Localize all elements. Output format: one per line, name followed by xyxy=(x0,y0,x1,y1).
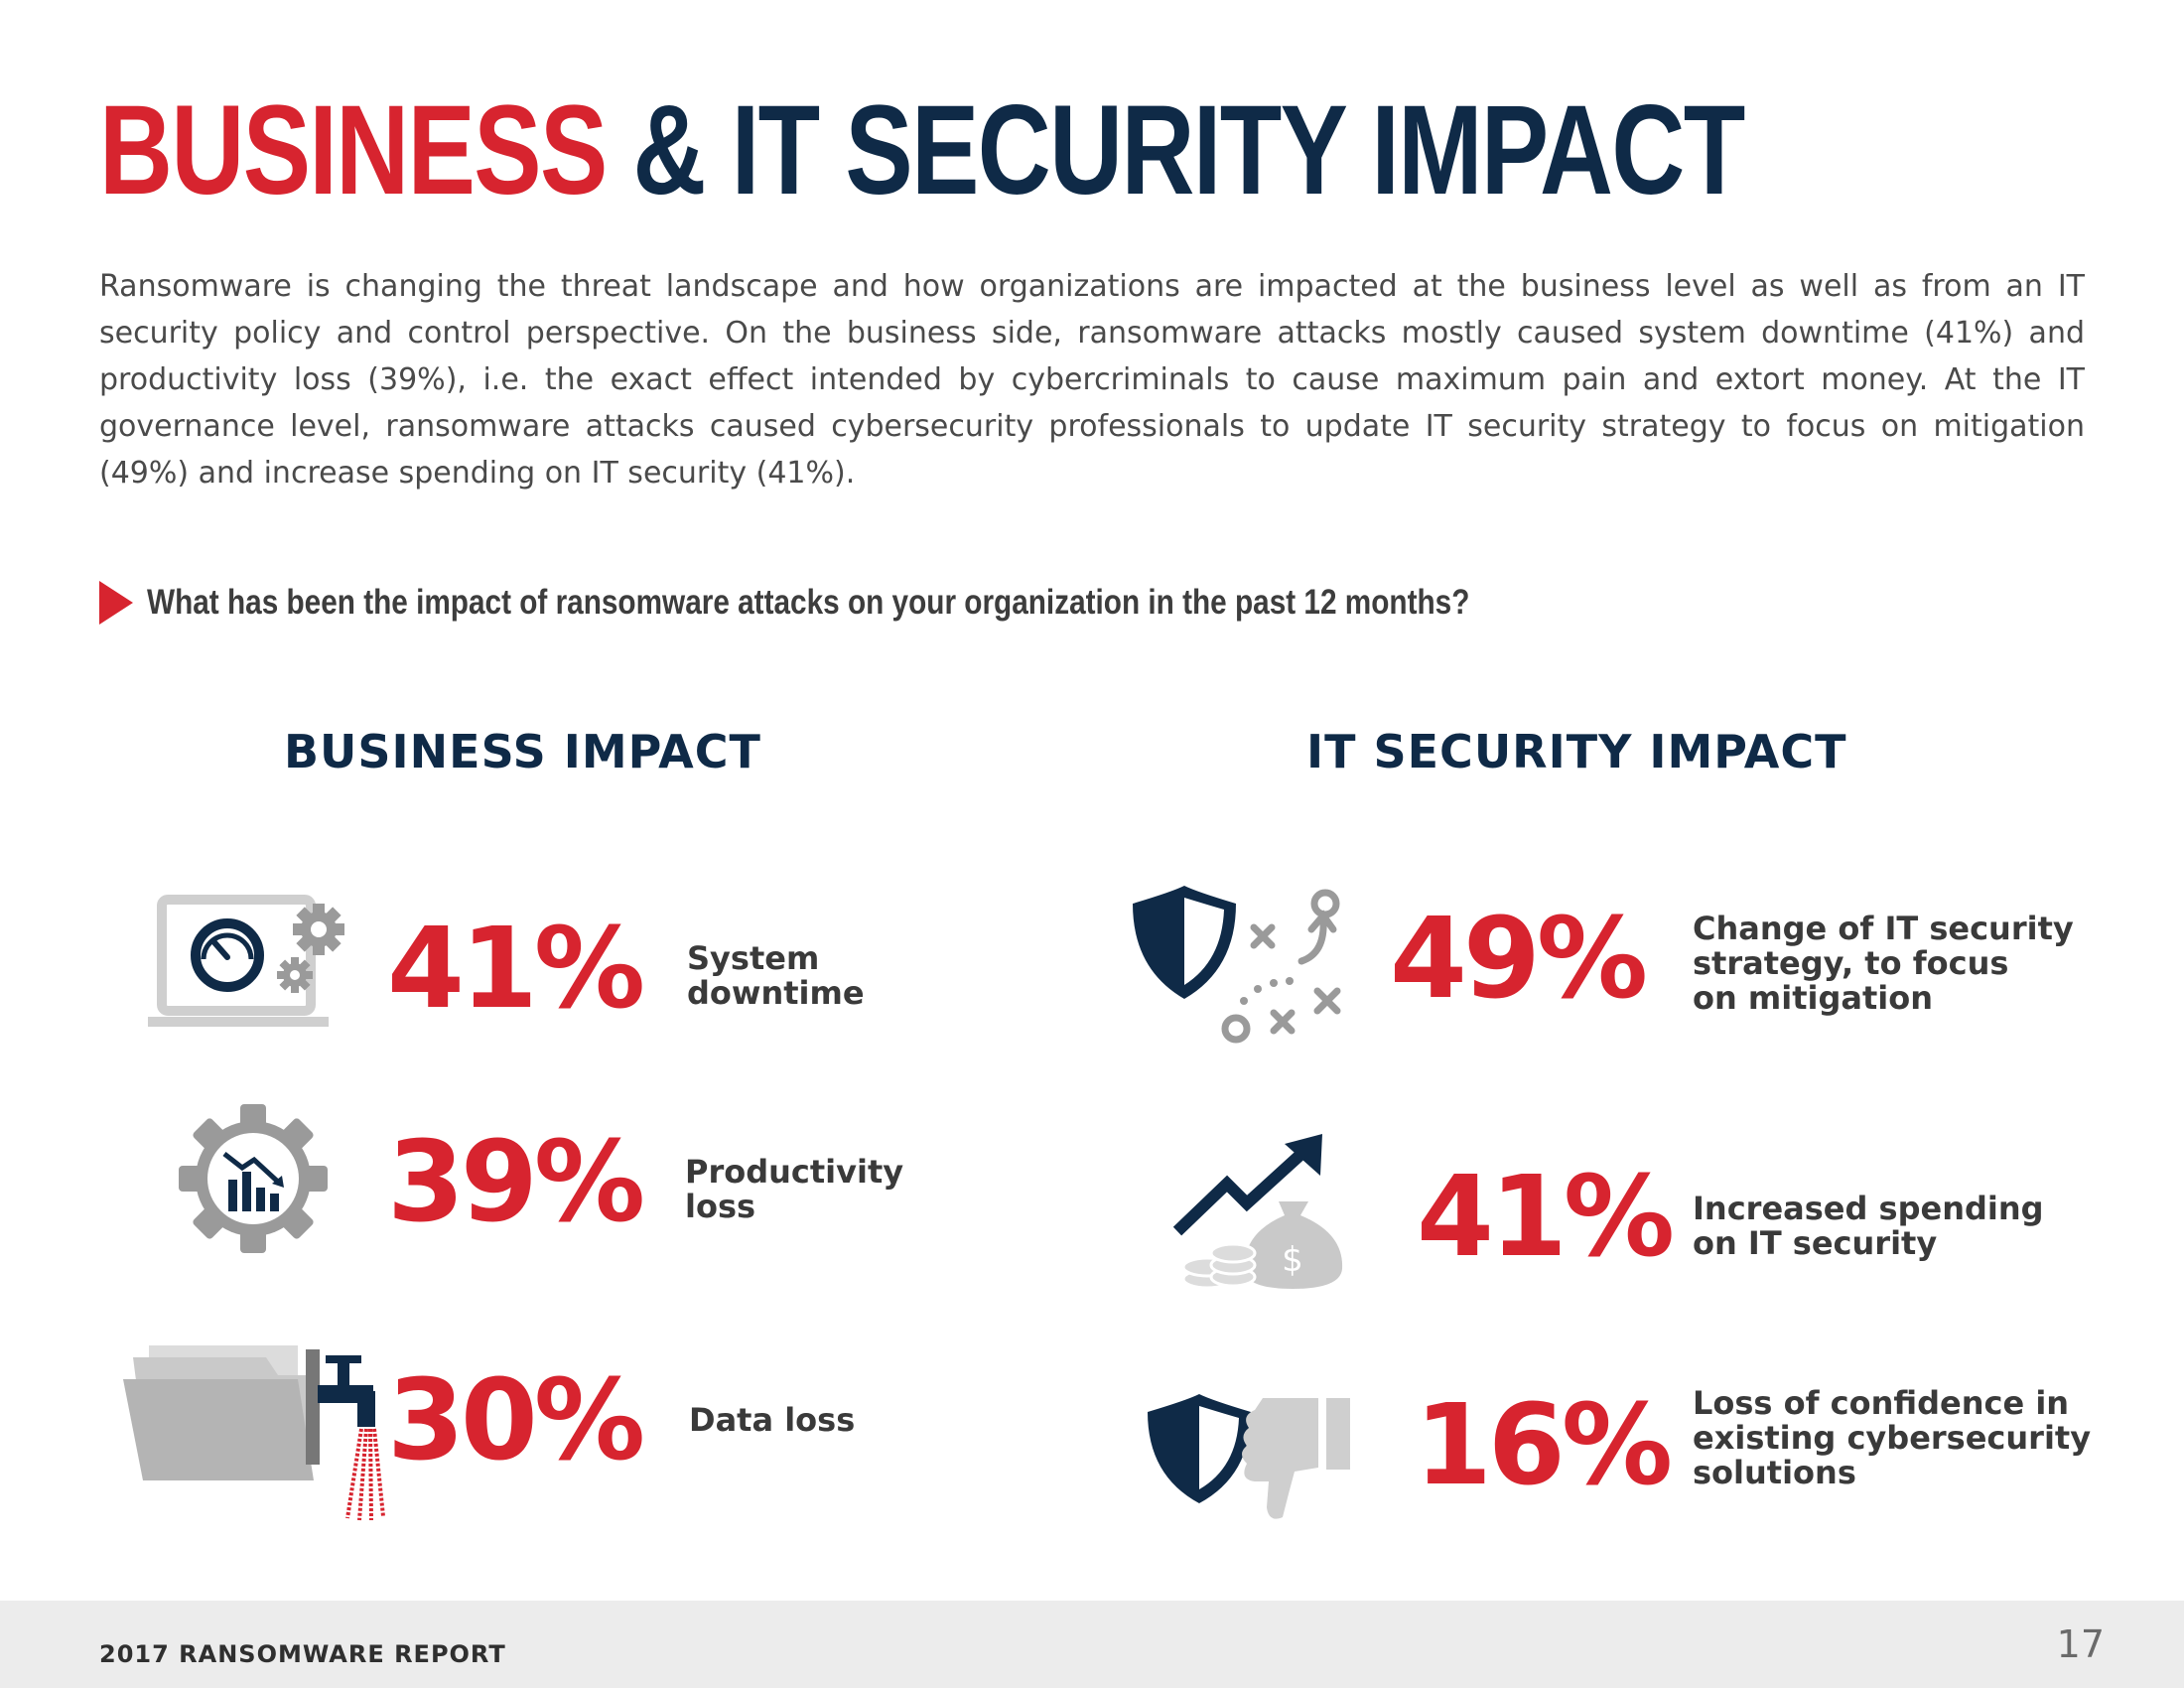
shield-thumbs-down-icon xyxy=(1148,1394,1350,1519)
page-number: 17 xyxy=(2056,1622,2105,1666)
stat-loss-of-confidence: 16% xyxy=(1415,1381,1673,1510)
shield-strategy-icon xyxy=(1133,886,1341,1044)
stat-strategy-change: 49% xyxy=(1390,895,1648,1024)
label-productivity-loss: Productivity loss xyxy=(685,1153,904,1225)
label-loss-of-confidence: Loss of confidence in existing cybersecu… xyxy=(1693,1384,2092,1491)
business-impact-heading: BUSINESS IMPACT xyxy=(284,725,761,778)
stat-system-downtime: 41% xyxy=(387,905,645,1034)
label-increased-spending: Increased spending on IT security xyxy=(1693,1190,2044,1262)
laptop-gears-icon xyxy=(148,895,344,1027)
page-footer: 2017 RANSOMWARE REPORT 17 xyxy=(0,1601,2184,1688)
stat-increased-spending: 41% xyxy=(1417,1153,1675,1282)
gear-chart-icon xyxy=(179,1104,328,1253)
label-strategy-change: Change of IT security strategy, to focus… xyxy=(1693,910,2074,1017)
intro-paragraph: Ransomware is changing the threat landsc… xyxy=(99,269,2085,491)
it-security-impact-heading: IT SECURITY IMPACT xyxy=(1306,725,1847,778)
svg-text:$: $ xyxy=(1282,1240,1303,1280)
money-growth-icon: $ xyxy=(1173,1134,1343,1290)
title-it-security-impact: & IT SECURITY IMPACT xyxy=(632,79,1746,221)
survey-question: What has been the impact of ransomware a… xyxy=(99,581,1704,625)
label-system-downtime: System downtime xyxy=(687,939,865,1012)
triangle-bullet-icon xyxy=(99,581,133,625)
footer-report-title: 2017 RANSOMWARE REPORT xyxy=(99,1640,506,1668)
leaking-folder-icon xyxy=(123,1345,385,1521)
stat-productivity-loss: 39% xyxy=(387,1118,645,1247)
label-data-loss: Data loss xyxy=(689,1401,856,1439)
survey-question-text: What has been the impact of ransomware a… xyxy=(147,583,1470,622)
title-business: BUSINESS xyxy=(99,79,608,221)
page-title: BUSINESS & IT SECURITY IMPACT xyxy=(99,87,1745,214)
stat-data-loss: 30% xyxy=(387,1356,645,1485)
